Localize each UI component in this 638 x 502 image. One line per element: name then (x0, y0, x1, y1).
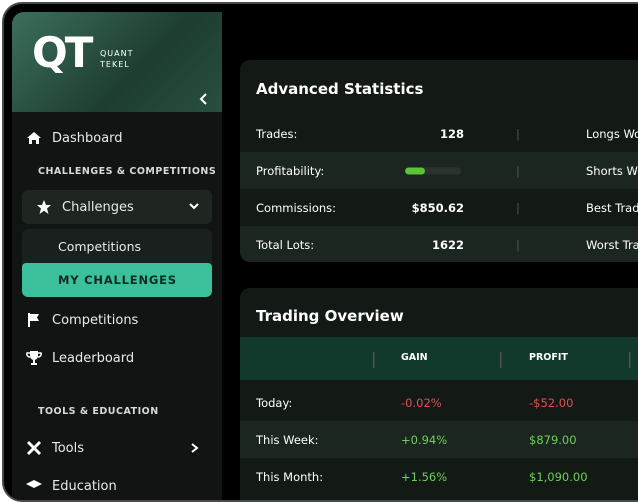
row-label: Today: (256, 395, 293, 410)
stat-row: Trades: 128 | Longs Won (240, 115, 638, 152)
stat-label: Worst Trade (586, 237, 638, 252)
stat-row: Total Lots: 1622 | Worst Trade (240, 226, 638, 262)
column-header: GAIN (401, 352, 428, 363)
progress-bar (405, 167, 461, 174)
card-title: Trading Overview (256, 307, 404, 325)
card-title: Advanced Statistics (256, 80, 424, 98)
menu-label: Competitions (52, 312, 139, 328)
stat-label: Profitability: (256, 163, 325, 178)
gain-value: +0.94% (401, 432, 448, 447)
submenu-item[interactable]: Competitions (58, 239, 142, 254)
advanced-statistics-card: Advanced Statistics Trades: 128 | Longs Won… (240, 60, 638, 262)
overview-row: This Week: +0.94% $879.00 (240, 421, 638, 458)
tools-icon (26, 440, 42, 456)
overview-row: This Month: +1.56% $1,090.00 (240, 458, 638, 495)
profit-value: $879.00 (529, 432, 577, 447)
overview-row: Today: -0.02% -$52.00 (240, 384, 638, 421)
star-icon (37, 200, 51, 214)
submenu-label: MY CHALLENGES (58, 273, 177, 287)
brand-line: QUANT (100, 49, 134, 58)
stat-label: Total Lots: (256, 237, 315, 252)
separator: | (516, 126, 520, 141)
gain-value: +1.56% (401, 469, 448, 484)
gain-value: -0.02% (401, 395, 442, 410)
stat-value: 1622 (431, 237, 464, 252)
menu-label: Leaderboard (52, 350, 135, 366)
separator: | (498, 349, 504, 368)
profit-value: $1,090.00 (529, 469, 588, 484)
profit-value: -$52.00 (529, 395, 574, 410)
stat-row: Profitability: | Shorts Won (240, 152, 638, 189)
stat-label: Best Trade (586, 200, 638, 215)
chevron-down (189, 203, 199, 210)
separator: | (516, 200, 520, 215)
brand-line: TEKEL (100, 60, 130, 69)
column-header: PROFIT (529, 352, 568, 363)
menu-item[interactable]: Leaderboard (26, 346, 134, 370)
menu-label: Dashboard (52, 130, 123, 146)
separator: | (627, 349, 633, 368)
sidebar-header: QT QUANT TEKEL (12, 12, 222, 112)
stat-label: Shorts Won (586, 163, 638, 178)
menu-item: Challenges (36, 195, 134, 219)
home-icon (27, 132, 41, 144)
logo: QT (32, 28, 93, 77)
separator: | (516, 237, 520, 252)
submenu-active[interactable]: MY CHALLENGES (22, 263, 212, 297)
separator: | (371, 349, 377, 368)
section-label: CHALLENGES & COMPETITIONS (38, 166, 217, 177)
collapse-icon[interactable] (198, 92, 210, 106)
menu-item[interactable]: Competitions (26, 308, 138, 332)
menu-item[interactable]: Education (26, 474, 117, 498)
menu-label: Challenges (62, 199, 134, 215)
stat-label: Longs Won (586, 126, 638, 141)
stat-label: Trades: (256, 126, 298, 141)
row-label: This Month: (256, 469, 324, 484)
stat-value: 128 (439, 126, 464, 141)
stat-value: $850.62 (411, 200, 464, 215)
section-label: TOOLS & EDUCATION (38, 406, 159, 417)
trading-overview-card: Trading Overview | GAIN | PROFIT | Today… (240, 288, 638, 500)
flag-icon (28, 313, 39, 327)
table-header: | GAIN | PROFIT | (240, 337, 638, 380)
menu-label: Tools (52, 440, 85, 456)
row-label: This Week: (256, 432, 319, 447)
menu-item[interactable]: Dashboard (26, 126, 123, 150)
stat-label: Commissions: (256, 200, 337, 215)
trophy-icon (26, 351, 42, 365)
separator: | (516, 163, 520, 178)
challenges-menu[interactable]: Challenges (22, 190, 212, 224)
chevron-right (191, 443, 199, 453)
stat-row: Commissions: $850.62 | Best Trade (240, 189, 638, 226)
education-icon (26, 480, 42, 488)
sidebar: QT QUANT TEKEL Dashboard CHALLENGES & CO… (12, 12, 222, 500)
menu-item[interactable]: Tools (26, 436, 206, 460)
submenu: Competitions MY CHALLENGES (22, 229, 212, 297)
